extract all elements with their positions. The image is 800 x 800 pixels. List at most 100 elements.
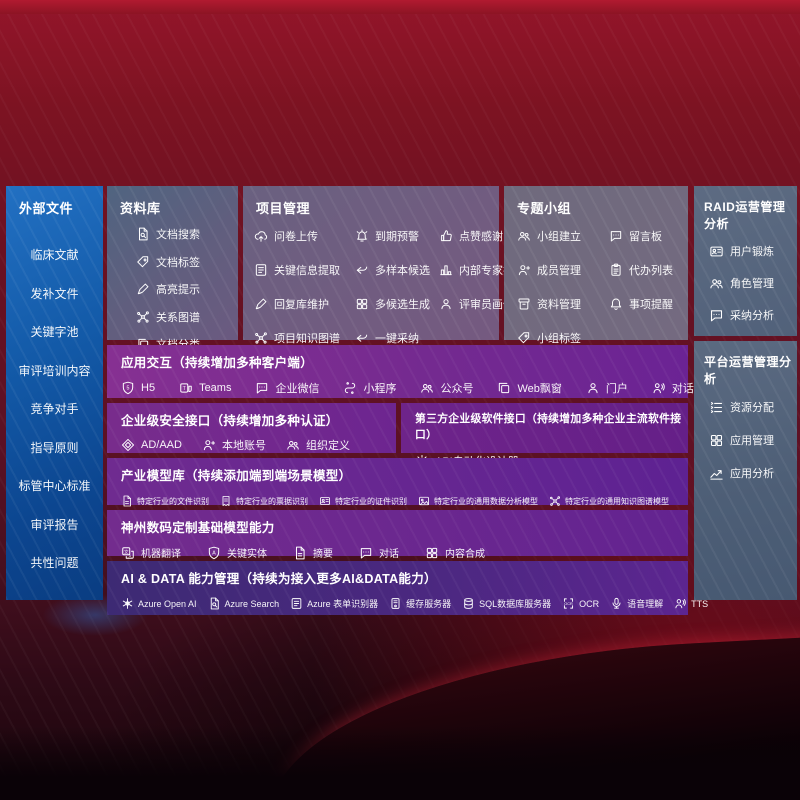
feature-item[interactable]: 小组标签 [517,330,609,346]
panel-platform-analytics: 平台运营管理分析 资源分配 应用管理 应用分析 [694,341,797,600]
panel-platform-analytics-title: 平台运营管理分析 [704,355,792,386]
ocr-icon [562,597,575,610]
feature-item[interactable]: 对话 [652,380,694,396]
feature-item[interactable]: 回复库维护 [254,296,355,312]
feature-item[interactable]: 机器翻译 [121,545,181,560]
feature-item[interactable]: Azure 表单识别器 [290,597,378,610]
panel-raid-analytics-title: RAID运营管理分析 [704,200,786,231]
feature-item[interactable]: 小组建立 [517,228,609,244]
row-digital-china-models: 神州数码定制基础模型能力 机器翻译 关键实体 摘要 对话 内容合成 [107,510,688,560]
feature-label: 特定行业的通用知识图谱模型 [565,496,669,506]
feature-item[interactable]: 用户锻炼 [709,243,797,259]
feature-item[interactable]: TTS [674,597,708,610]
tts-icon [674,597,687,610]
feature-item[interactable]: 组织定义 [286,437,350,453]
sidebar-item[interactable]: 竞争对手 [30,400,78,417]
feature-item[interactable]: Azure Search [208,597,279,610]
feature-label: 评审员画像 [459,299,514,311]
feature-item[interactable]: 对话 [359,545,399,560]
feature-item[interactable]: 本地账号 [202,437,266,453]
feature-item[interactable]: 缓存服务器 [389,597,451,610]
feature-item[interactable]: 点赞感谢 [439,228,525,244]
feature-label: Azure Open AI [138,598,197,609]
feature-item[interactable]: Web飘窗 [497,380,562,396]
feature-label: 缓存服务器 [406,599,452,609]
sidebar-item[interactable]: 标管中心标准 [18,477,90,494]
form-icon [254,263,268,277]
feature-label: 点赞感谢 [459,231,503,243]
feature-item[interactable]: 小程序 [343,380,396,396]
feature-item[interactable]: 公众号 [420,380,473,396]
row-ai-data-capabilities-items: Azure Open AI Azure Search Azure 表单识别器 缓… [121,597,708,610]
feature-item[interactable]: 成员管理 [517,262,609,278]
row-digital-china-models-items: 机器翻译 关键实体 摘要 对话 内容合成 [121,545,688,560]
panel-project-management-title: 项目管理 [256,201,311,216]
feature-item[interactable]: OCR [562,597,599,610]
panel-raid-analytics: RAID运营管理分析 用户锻炼 角色管理 采纳分析 问题趋势 [694,186,797,354]
feature-item[interactable]: 到期预警 [355,228,439,244]
feature-item[interactable]: 应用分析 [709,465,797,481]
sidebar-item-label: 发补文件 [30,286,79,301]
feature-item[interactable]: 高亮提示 [136,281,238,297]
feature-item[interactable]: AD/AAD [121,438,182,452]
feature-item[interactable]: 企业微信 [255,380,319,396]
feature-label: 摘要 [313,549,333,560]
row-third-party-interface-title: 第三方企业级软件接口（持续增加多种企业主流软件接口） [415,413,682,441]
feature-item[interactable]: 内容合成 [425,545,485,560]
feature-item[interactable]: Azure Open AI [121,597,197,610]
feature-item[interactable]: 一键采纳 [355,330,439,346]
feature-item[interactable]: 应用管理 [709,432,797,448]
sidebar-item-label: 审评报告 [30,517,79,532]
feature-item[interactable]: SQL数据库服务器 [462,597,551,610]
feature-label: 资源分配 [730,402,774,414]
sidebar-external-files: 外部文件 临床文献 发补文件 关键字池 审评培训内容 竞争对手 指导原则 标管中… [6,186,103,600]
row-ai-data-capabilities-title: AI & DATA 能力管理（持续为接入更多AI&DATA能力） [121,572,437,586]
feature-item[interactable]: 事项提醒 [609,296,688,312]
feature-item[interactable]: 特定行业的通用数据分析模型 [418,495,538,507]
feature-item[interactable]: 摘要 [293,545,333,560]
panel-data-library-list: 文档搜索 文档标签 高亮提示 关系图谱 文档分类 [107,217,238,352]
feature-item[interactable]: 问卷上传 [254,228,355,244]
sidebar-item[interactable]: 共性问题 [30,554,78,571]
sidebar-item[interactable]: 审评培训内容 [18,362,90,379]
network-icon [136,310,150,324]
feature-item[interactable]: 代办列表 [609,262,688,278]
feature-label: 关系图谱 [156,311,200,324]
feature-label: Teams [199,382,232,394]
feature-item[interactable]: 关系图谱 [136,309,238,325]
feature-label: 对话 [671,383,694,395]
feature-item[interactable]: 项目知识图谱 [254,330,355,346]
feature-item[interactable]: 关键实体 [207,545,267,560]
feature-item[interactable]: 留言板 [609,228,688,244]
feature-label: 文档标签 [156,256,200,269]
sidebar-item[interactable]: 临床文献 [30,246,78,263]
feature-item[interactable]: 特定行业的文件识别 [121,495,209,507]
feature-item[interactable]: 角色管理 [709,275,797,291]
feature-item[interactable]: 文档搜索 [136,226,238,242]
feature-item[interactable]: 特定行业的证件识别 [319,495,407,507]
feature-item[interactable]: 多样本候选 [355,262,439,278]
sidebar-item[interactable]: 关键字池 [30,323,78,340]
feature-item[interactable]: 门户 [586,380,628,396]
feature-item[interactable]: 关键信息提取 [254,262,355,278]
feature-item[interactable]: 采纳分析 [709,307,797,323]
feature-item[interactable]: 多候选生成 [355,296,439,312]
feature-item[interactable]: 特定行业的票据识别 [220,495,308,507]
feature-item[interactable]: 资料管理 [517,296,609,312]
feature-item[interactable]: Teams [179,381,231,395]
sidebar-item[interactable]: 发补文件 [30,285,78,302]
image-icon [418,495,430,507]
feature-item[interactable]: 特定行业的通用知识图谱模型 [549,495,669,507]
feature-item[interactable]: H5 [121,381,155,395]
receipt-icon [220,495,232,507]
sidebar-title: 外部文件 [19,201,74,216]
server-icon [389,597,402,610]
feature-item[interactable]: 资源分配 [709,399,797,415]
row-industry-models: 产业模型库（持续添加端到端场景模型） 特定行业的文件识别 特定行业的票据识别 特… [107,458,688,505]
sidebar-item[interactable]: 审评报告 [30,516,78,533]
feature-item[interactable]: 语音理解 [610,597,663,610]
sidebar-item[interactable]: 指导原则 [30,439,78,456]
feature-item[interactable]: 文档标签 [136,254,238,270]
feature-item[interactable]: 评审员画像 [439,296,525,312]
feature-label: 采纳分析 [730,310,774,322]
